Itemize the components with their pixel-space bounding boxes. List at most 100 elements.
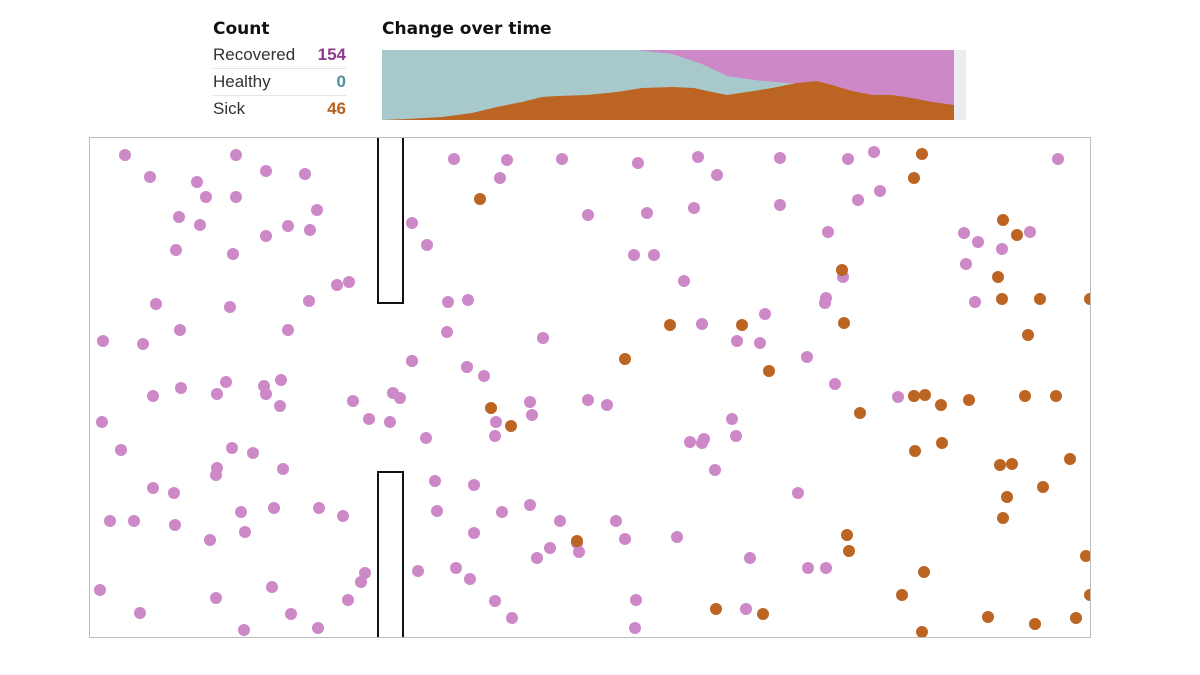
person-dot-recovered <box>478 370 490 382</box>
person-dot-recovered <box>759 308 771 320</box>
person-dot-recovered <box>421 239 433 251</box>
person-dot-recovered <box>210 592 222 604</box>
person-dot-recovered <box>726 413 738 425</box>
person-dot-recovered <box>442 296 454 308</box>
person-dot-recovered <box>347 395 359 407</box>
person-dot-recovered <box>384 416 396 428</box>
person-dot-recovered <box>671 531 683 543</box>
person-dot-recovered <box>489 595 501 607</box>
person-dot-recovered <box>312 622 324 634</box>
person-dot-recovered <box>489 430 501 442</box>
person-dot-recovered <box>274 400 286 412</box>
person-dot-sick <box>619 353 631 365</box>
person-dot-recovered <box>238 624 250 636</box>
person-dot-recovered <box>996 243 1008 255</box>
person-dot-recovered <box>709 464 721 476</box>
person-dot-recovered <box>211 388 223 400</box>
person-dot-recovered <box>343 276 355 288</box>
person-dot-sick <box>919 389 931 401</box>
person-dot-recovered <box>774 152 786 164</box>
person-dot-recovered <box>556 153 568 165</box>
person-dot-recovered <box>247 447 259 459</box>
person-dot-recovered <box>363 413 375 425</box>
person-dot-sick <box>838 317 850 329</box>
person-dot-recovered <box>147 482 159 494</box>
count-panel: Count Recovered 154 Healthy 0 Sick 46 <box>213 18 346 122</box>
person-dot-sick <box>474 193 486 205</box>
person-dot-recovered <box>282 324 294 336</box>
person-dot-recovered <box>892 391 904 403</box>
person-dot-recovered <box>450 562 462 574</box>
person-dot-recovered <box>275 374 287 386</box>
person-dot-recovered <box>97 335 109 347</box>
person-dot-recovered <box>461 361 473 373</box>
count-label-recovered: Recovered <box>213 45 296 64</box>
person-dot-sick <box>1037 481 1049 493</box>
person-dot-sick <box>1022 329 1034 341</box>
person-dot-recovered <box>258 380 270 392</box>
person-dot-recovered <box>554 515 566 527</box>
person-dot-recovered <box>630 594 642 606</box>
person-dot-recovered <box>610 515 622 527</box>
person-dot-recovered <box>406 217 418 229</box>
person-dot-recovered <box>582 394 594 406</box>
person-dot-recovered <box>150 298 162 310</box>
person-dot-sick <box>896 589 908 601</box>
count-label-healthy: Healthy <box>213 72 271 91</box>
person-dot-recovered <box>462 294 474 306</box>
population-dots <box>94 146 1090 637</box>
person-dot-recovered <box>774 199 786 211</box>
person-dot-sick <box>1070 612 1082 624</box>
person-dot-recovered <box>224 301 236 313</box>
person-dot-recovered <box>119 149 131 161</box>
person-dot-recovered <box>842 153 854 165</box>
person-dot-recovered <box>802 562 814 574</box>
person-dot-sick <box>908 172 920 184</box>
person-dot-recovered <box>960 258 972 270</box>
person-dot-recovered <box>688 202 700 214</box>
person-dot-recovered <box>619 533 631 545</box>
person-dot-sick <box>936 437 948 449</box>
person-dot-sick <box>963 394 975 406</box>
person-dot-recovered <box>468 479 480 491</box>
person-dot-recovered <box>582 209 594 221</box>
person-dot-recovered <box>1024 226 1036 238</box>
person-dot-recovered <box>526 409 538 421</box>
person-dot-recovered <box>684 436 696 448</box>
person-dot-recovered <box>490 416 502 428</box>
person-dot-recovered <box>226 442 238 454</box>
person-dot-recovered <box>170 244 182 256</box>
person-dot-recovered <box>494 172 506 184</box>
person-dot-recovered <box>191 176 203 188</box>
area-sick <box>382 81 954 120</box>
person-dot-recovered <box>299 168 311 180</box>
person-dot-recovered <box>464 573 476 585</box>
count-title: Count <box>213 19 270 39</box>
person-dot-recovered <box>337 510 349 522</box>
person-dot-recovered <box>819 297 831 309</box>
person-dot-sick <box>854 407 866 419</box>
wall-top <box>377 138 404 304</box>
person-dot-recovered <box>210 469 222 481</box>
person-dot-recovered <box>313 502 325 514</box>
person-dot-recovered <box>632 157 644 169</box>
person-dot-recovered <box>506 612 518 624</box>
person-dot-sick <box>992 271 1004 283</box>
person-dot-recovered <box>174 324 186 336</box>
person-dot-recovered <box>331 279 343 291</box>
person-dot-sick <box>843 545 855 557</box>
person-dot-recovered <box>412 565 424 577</box>
count-row-recovered: Recovered 154 <box>213 42 346 69</box>
person-dot-recovered <box>969 296 981 308</box>
person-dot-recovered <box>406 355 418 367</box>
change-over-time-title: Change over time <box>382 19 552 39</box>
person-dot-sick <box>982 611 994 623</box>
person-dot-recovered <box>501 154 513 166</box>
person-dot-recovered <box>731 335 743 347</box>
person-dot-recovered <box>801 351 813 363</box>
person-dot-recovered <box>429 475 441 487</box>
person-dot-sick <box>1001 491 1013 503</box>
person-dot-sick <box>918 566 930 578</box>
person-dot-recovered <box>173 211 185 223</box>
person-dot-recovered <box>260 230 272 242</box>
